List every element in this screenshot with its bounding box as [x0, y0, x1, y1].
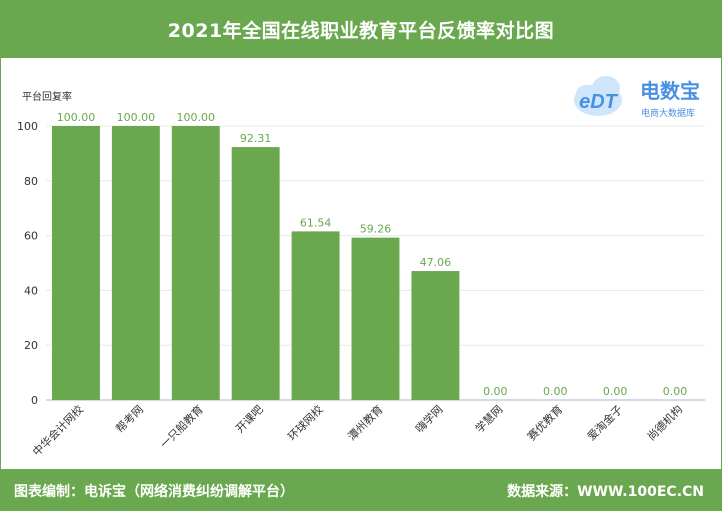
data-label: 0.00 — [483, 385, 508, 398]
y-tick-label: 80 — [24, 175, 38, 188]
x-tick-label: 帮考网 — [113, 403, 146, 436]
y-tick-label: 100 — [17, 120, 38, 133]
data-label: 47.06 — [420, 256, 452, 269]
footer-source: 数据来源：WWW.100EC.CN — [507, 484, 704, 500]
x-tick-label: 嗨学网 — [412, 402, 445, 435]
y-tick-label: 60 — [24, 230, 38, 243]
chart-header: 2021年全国在线职业教育平台反馈率对比图 — [0, 0, 722, 58]
chart-title: 2021年全国在线职业教育平台反馈率对比图 — [167, 19, 555, 42]
data-label: 0.00 — [543, 385, 568, 398]
chart-footer: 图表编制：电诉宝（网络消费纠纷调解平台） 数据来源：WWW.100EC.CN — [0, 469, 722, 511]
y-tick-label: 0 — [31, 394, 38, 407]
x-tick-label: 赛优教育 — [524, 402, 565, 443]
x-tick-label: 开课吧 — [233, 403, 266, 436]
x-tick-label: 学慧网 — [472, 402, 505, 435]
data-label: 61.54 — [300, 216, 332, 229]
cloud-logo-icon: eDT — [574, 76, 622, 116]
logo-sub-text: 电商大数据库 — [641, 107, 695, 119]
data-label: 100.00 — [117, 111, 156, 124]
data-label: 59.26 — [360, 223, 392, 236]
data-label: 92.31 — [240, 132, 272, 145]
x-tick-label: 环球网校 — [285, 402, 326, 443]
y-tick-label: 40 — [24, 284, 38, 297]
logo-main-text: 电数宝 — [640, 79, 700, 103]
y-tick-label: 20 — [24, 339, 38, 352]
x-tick-label: 一只船教育 — [157, 402, 206, 451]
bar — [291, 231, 340, 400]
x-tick-label: 潭州教育 — [345, 402, 386, 443]
bar — [411, 271, 460, 400]
bar — [351, 237, 400, 400]
data-label: 100.00 — [57, 111, 96, 124]
footer-compiler: 图表编制：电诉宝（网络消费纠纷调解平台） — [14, 484, 294, 500]
data-label: 100.00 — [177, 111, 216, 124]
x-tick-label: 中华会计网校 — [30, 402, 87, 459]
x-tick-label: 爱淘金子 — [584, 402, 625, 443]
bar — [111, 126, 160, 400]
bar — [231, 147, 280, 400]
bar — [171, 126, 220, 400]
logo: eDT 电数宝 电商大数据库 — [574, 76, 700, 119]
x-tick-label: 尚德机构 — [644, 402, 685, 443]
bar — [51, 126, 100, 400]
data-label: 0.00 — [603, 385, 628, 398]
logo-mark: eDT — [579, 91, 619, 113]
data-label: 0.00 — [663, 385, 688, 398]
y-axis-label: 平台回复率 — [22, 90, 72, 103]
